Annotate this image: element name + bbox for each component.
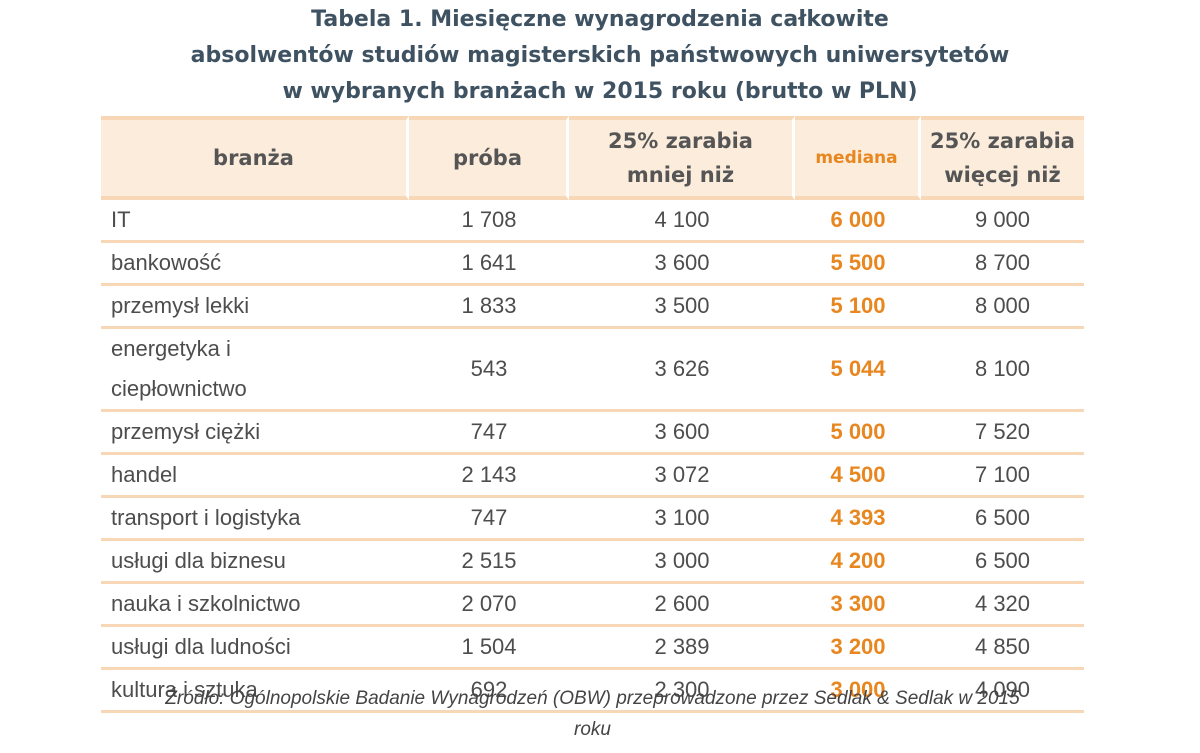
- table-row: usługi dla ludności 1 504 2 389 3 200 4 850: [101, 627, 1084, 670]
- col-header-q1: 25% zarabia mniej niż: [569, 116, 795, 200]
- cell-q1: 3 100: [569, 498, 795, 541]
- branza-line-1: kultura i sztuka: [111, 677, 258, 702]
- cell-q3: 8 700: [921, 243, 1084, 286]
- source-note: Źródło: Ogólnopolskie Badanie Wynagrodze…: [0, 683, 1185, 745]
- cell-q1: 3 600: [569, 243, 795, 286]
- cell-mediana: 5 044: [795, 329, 921, 412]
- cell-q1: 2 389: [569, 627, 795, 670]
- cell-mediana: 5 500: [795, 243, 921, 286]
- cell-branza: usługi dla ludności: [101, 627, 409, 670]
- header-row: branża próba 25% zarabia mniej niż media…: [101, 116, 1084, 200]
- cell-branza: nauka i szkolnictwo: [101, 584, 409, 627]
- cell-q3: 8 100: [921, 329, 1084, 412]
- col-header-q3-line1: 25% zarabia: [930, 129, 1075, 153]
- cell-branza: usługi dla biznesu: [101, 541, 409, 584]
- cell-proba: 1 708: [409, 200, 569, 243]
- branza-line-2: ciepłownictwo: [111, 376, 247, 401]
- table-row: usługi dla biznesu 2 515 3 000 4 200 6 500: [101, 541, 1084, 584]
- branza-line-1: usługi dla ludności: [111, 634, 291, 659]
- table-row: energetyka i ciepłownictwo 543 3 626 5 044 8 …: [101, 329, 1084, 412]
- cell-mediana: 3 000: [795, 670, 921, 713]
- cell-branza: przemysł ciężki: [101, 412, 409, 455]
- cell-branza: kultura i sztuka: [101, 670, 409, 713]
- col-header-q3: 25% zarabia więcej niż: [921, 116, 1084, 200]
- branza-line-1: nauka i szkolnictwo: [111, 591, 301, 616]
- table-header: branża próba 25% zarabia mniej niż media…: [101, 116, 1084, 200]
- branza-line-1: przemysł lekki: [111, 293, 250, 318]
- source-line-1: Źródło: Ogólnopolskie Badanie Wynagrodze…: [165, 688, 1020, 709]
- col-header-q1-line2: mniej niż: [626, 163, 735, 187]
- cell-q1: 3 600: [569, 412, 795, 455]
- cell-mediana: 4 500: [795, 455, 921, 498]
- cell-mediana: 6 000: [795, 200, 921, 243]
- cell-q3: 8 000: [921, 286, 1084, 329]
- cell-proba: 1 833: [409, 286, 569, 329]
- cell-proba: 2 070: [409, 584, 569, 627]
- cell-proba: 1 641: [409, 243, 569, 286]
- cell-proba: 747: [409, 498, 569, 541]
- cell-branza: przemysł lekki: [101, 286, 409, 329]
- cell-branza: energetyka i ciepłownictwo: [101, 329, 409, 412]
- table-row: przemysł lekki 1 833 3 500 5 100 8 000: [101, 286, 1084, 329]
- title-line-2: absolwentów studiów magisterskich państw…: [190, 43, 1010, 68]
- branza-line-1: handel: [111, 462, 178, 487]
- cell-q1: 3 500: [569, 286, 795, 329]
- cell-proba: 2 143: [409, 455, 569, 498]
- cell-mediana: 3 200: [795, 627, 921, 670]
- cell-mediana: 3 300: [795, 584, 921, 627]
- table-row: nauka i szkolnictwo 2 070 2 600 3 300 4 320: [101, 584, 1084, 627]
- cell-q3: 9 000: [921, 200, 1084, 243]
- cell-q3: 4 090: [921, 670, 1084, 713]
- cell-q1: 3 072: [569, 455, 795, 498]
- col-header-branza: branża: [101, 116, 409, 200]
- cell-proba: 2 515: [409, 541, 569, 584]
- title-line-1: Tabela 1. Miesięczne wynagrodzenia całko…: [311, 7, 889, 32]
- cell-mediana: 4 393: [795, 498, 921, 541]
- branza-line-1: usługi dla biznesu: [111, 548, 286, 573]
- cell-branza: bankowość: [101, 243, 409, 286]
- table-row: transport i logistyka 747 3 100 4 393 6 500: [101, 498, 1084, 541]
- table-row: przemysł ciężki 747 3 600 5 000 7 520: [101, 412, 1084, 455]
- table-row: kultura i sztuka 692 2 300 3 000 4 090: [101, 670, 1084, 713]
- cell-branza: IT: [101, 200, 409, 243]
- branza-line-1: przemysł ciężki: [111, 419, 261, 444]
- table-row: handel 2 143 3 072 4 500 7 100: [101, 455, 1084, 498]
- title-line-3: w wybranych branżach w 2015 roku (brutto…: [282, 79, 918, 104]
- cell-q3: 4 850: [921, 627, 1084, 670]
- col-header-q3-line2: więcej niż: [944, 163, 1061, 187]
- branza-line-1: transport i logistyka: [111, 505, 301, 530]
- cell-proba: 543: [409, 329, 569, 412]
- cell-q3: 7 100: [921, 455, 1084, 498]
- cell-mediana: 5 100: [795, 286, 921, 329]
- cell-proba: 1 504: [409, 627, 569, 670]
- cell-q1: 2 300: [569, 670, 795, 713]
- branza-line-1: IT: [111, 207, 131, 232]
- table-title: Tabela 1. Miesięczne wynagrodzenia całko…: [0, 0, 1200, 110]
- branza-line-1: energetyka i: [111, 336, 231, 361]
- cell-proba: 692: [409, 670, 569, 713]
- cell-q1: 3 626: [569, 329, 795, 412]
- table-row: bankowość 1 641 3 600 5 500 8 700: [101, 243, 1084, 286]
- cell-q3: 7 520: [921, 412, 1084, 455]
- col-header-proba: próba: [409, 116, 569, 200]
- table-row: IT 1 708 4 100 6 000 9 000: [101, 200, 1084, 243]
- col-header-q1-line1: 25% zarabia: [608, 129, 753, 153]
- cell-proba: 747: [409, 412, 569, 455]
- table-body: IT 1 708 4 100 6 000 9 000 bankowość 1 641 3 60…: [101, 200, 1084, 713]
- cell-branza: transport i logistyka: [101, 498, 409, 541]
- cell-branza: handel: [101, 455, 409, 498]
- cell-q3: 6 500: [921, 541, 1084, 584]
- cell-mediana: 5 000: [795, 412, 921, 455]
- cell-q1: 4 100: [569, 200, 795, 243]
- branza-line-1: bankowość: [111, 250, 222, 275]
- salary-table: branża próba 25% zarabia mniej niż media…: [101, 116, 1084, 713]
- cell-q1: 2 600: [569, 584, 795, 627]
- col-header-mediana: mediana: [795, 116, 921, 200]
- cell-q1: 3 000: [569, 541, 795, 584]
- cell-q3: 6 500: [921, 498, 1084, 541]
- cell-mediana: 4 200: [795, 541, 921, 584]
- source-line-2: roku: [574, 719, 611, 740]
- cell-q3: 4 320: [921, 584, 1084, 627]
